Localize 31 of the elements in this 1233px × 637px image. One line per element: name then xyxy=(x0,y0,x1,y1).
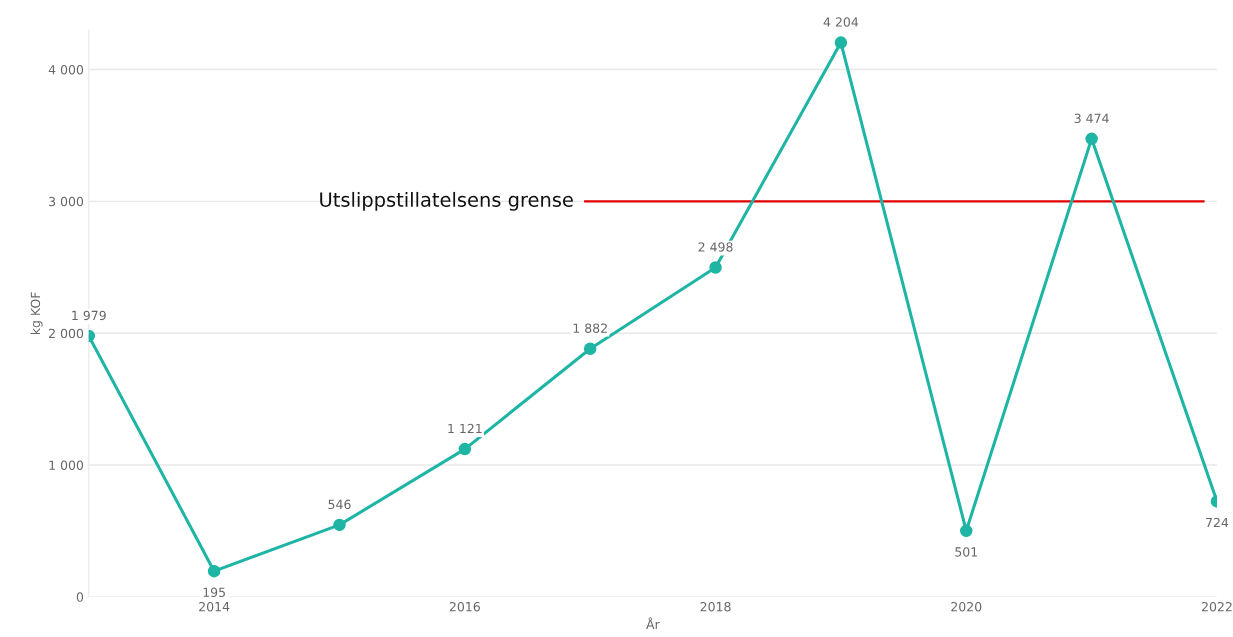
x-tick-label: 2022 xyxy=(1201,601,1232,612)
x-tick-label: 2016 xyxy=(449,601,480,612)
data-label: 724 xyxy=(1206,517,1229,528)
data-label: 195 xyxy=(203,587,225,598)
point xyxy=(583,342,597,355)
point xyxy=(834,36,848,49)
y-tick-label: 1 000 xyxy=(49,460,84,470)
x-tick-label: 2020 xyxy=(951,601,982,612)
data-label: 2 498 xyxy=(698,242,733,252)
data-label: 1 979 xyxy=(72,310,106,321)
data-label: 4 204 xyxy=(823,17,859,27)
x-tick-label: 2014 xyxy=(199,601,230,612)
point xyxy=(1085,132,1098,146)
data-label: 1 121 xyxy=(448,423,482,434)
y-axis-title: kg KOF xyxy=(30,292,43,335)
data-label: 546 xyxy=(328,499,351,510)
y-tick-label: 3 000 xyxy=(49,196,84,207)
point xyxy=(458,442,472,456)
x-tick-label: 2018 xyxy=(700,601,731,612)
ref-line-label: Utslippstillatelsens grense xyxy=(320,191,573,211)
y-tick-label: 4 000 xyxy=(48,64,84,75)
point xyxy=(709,261,722,274)
y-tick-label: 2 000 xyxy=(49,328,84,339)
point xyxy=(960,524,973,538)
point xyxy=(333,518,346,532)
point xyxy=(207,564,221,578)
data-label: 501 xyxy=(955,547,978,557)
data-label: 3 474 xyxy=(1074,113,1109,124)
x-axis-title: År xyxy=(646,617,660,629)
y-tick-label: 0 xyxy=(76,592,84,602)
data-label: 1 882 xyxy=(573,323,607,333)
